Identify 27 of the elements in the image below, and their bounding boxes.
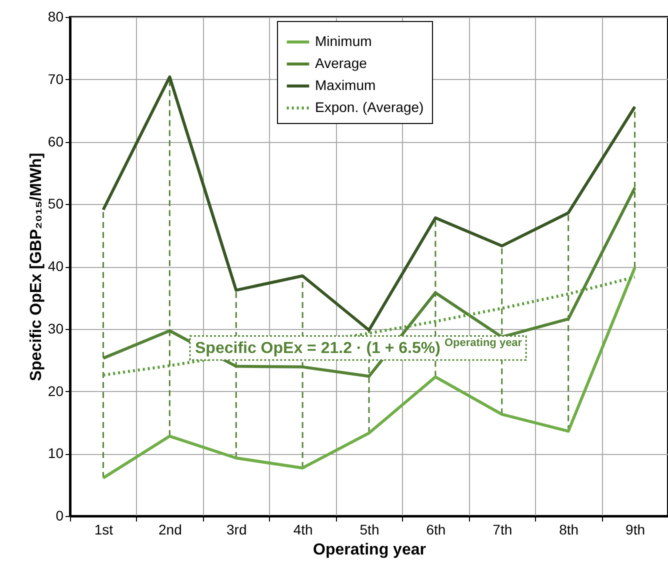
x-tick-label: 3rd [226,522,247,538]
y-tick-label: 10 [48,445,64,462]
y-tick-label: 40 [48,258,64,274]
x-tick-label: 2nd [158,522,182,538]
y-tick-label: 80 [48,8,64,24]
x-axis-title: Operating year [313,542,426,558]
annotation: Specific OpEx = 21.2 · (1 + 6.5%)Operating year [195,337,523,357]
legend-label: Expon. (Average) [315,99,424,115]
y-tick-label: 70 [48,70,64,87]
line-series [102,266,636,480]
legend-label: Maximum [315,77,376,93]
x-tick-label: 9th [626,522,646,538]
y-axis-title: Specific OpEx [GBP₂₀₁₅/MWh] [28,152,45,382]
x-tick-label: 4th [293,522,313,538]
legend-label: Minimum [315,33,372,49]
x-tick-label: 8th [559,522,579,538]
y-tick-label: 30 [48,320,64,336]
x-tick-label: 7th [492,522,512,538]
line-series [102,75,636,332]
legend-label: Average [315,55,368,71]
y-tick-label: 50 [48,196,64,212]
y-tick-label: 0 [56,508,64,524]
x-tick-label: 5th [360,522,380,538]
y-tick-label: 60 [48,133,64,150]
y-tick-label: 20 [48,382,64,399]
x-tick-label: 1st [94,522,114,538]
x-tick-label: 6th [426,522,446,538]
